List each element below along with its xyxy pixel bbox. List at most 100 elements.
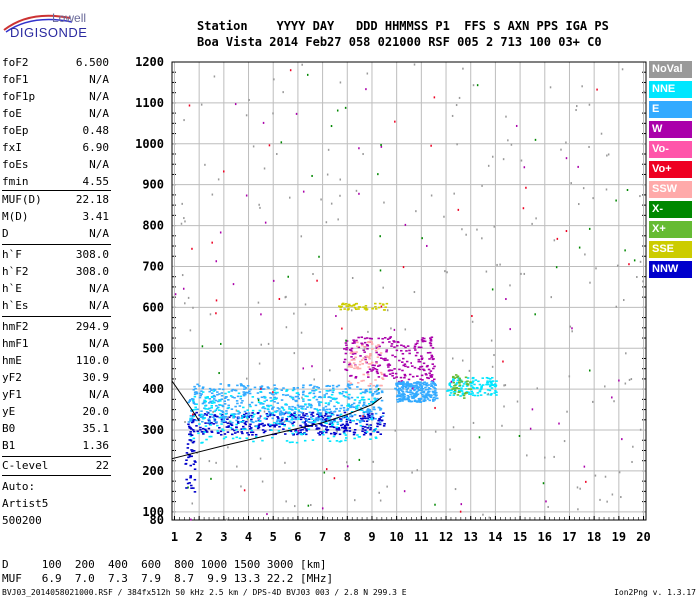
echo-point	[633, 259, 636, 262]
echo-point	[422, 337, 426, 340]
echo-point	[236, 465, 238, 468]
echo-point	[220, 413, 224, 416]
echo-point	[212, 423, 215, 425]
echo-point	[349, 382, 353, 385]
echo-point	[361, 430, 364, 433]
echo-point	[201, 441, 204, 444]
echo-point	[459, 389, 463, 392]
echo-point	[275, 424, 278, 426]
echo-point	[234, 413, 237, 415]
echo-point	[433, 365, 436, 368]
echo-point	[468, 369, 471, 372]
echo-point	[292, 418, 295, 421]
echo-point	[426, 352, 430, 354]
echo-point	[269, 397, 272, 399]
echo-point	[211, 241, 213, 244]
echo-point	[425, 393, 428, 395]
echo-point	[209, 313, 212, 316]
echo-point	[343, 409, 346, 412]
echo-point	[434, 395, 438, 397]
echo-point	[328, 418, 331, 421]
echo-point	[426, 391, 430, 394]
echo-point	[329, 369, 331, 372]
echo-point	[594, 474, 597, 477]
param-value: 35.1	[82, 422, 110, 435]
echo-point	[449, 385, 453, 388]
echo-point	[377, 173, 379, 176]
echo-point	[301, 412, 305, 414]
x-tick-label: 9	[368, 530, 375, 544]
echo-point	[368, 388, 372, 391]
echo-point	[279, 413, 283, 415]
echo-point	[280, 418, 284, 421]
echo-point	[365, 420, 369, 423]
echo-point	[354, 375, 358, 378]
echo-point	[196, 430, 199, 433]
echo-point	[420, 358, 424, 361]
echo-point	[210, 405, 213, 407]
echo-point	[604, 475, 607, 478]
echo-point	[208, 416, 212, 418]
echo-point	[204, 422, 207, 424]
echo-point	[260, 313, 262, 316]
echo-point	[374, 391, 377, 393]
echo-point	[314, 418, 317, 421]
echo-point	[216, 432, 220, 434]
echo-point	[347, 419, 351, 421]
echo-point	[420, 385, 424, 387]
echo-point	[490, 376, 494, 379]
echo-point	[352, 402, 356, 405]
echo-point	[231, 388, 234, 391]
echo-point	[285, 295, 287, 298]
echo-point	[341, 416, 345, 419]
echo-point	[189, 439, 193, 442]
echo-point	[303, 414, 307, 417]
echo-point	[224, 415, 227, 418]
echo-point	[431, 380, 434, 382]
param-value: 3.41	[82, 210, 110, 223]
echo-point	[192, 437, 196, 440]
echo-point	[491, 384, 495, 386]
echo-point	[624, 382, 627, 385]
echo-point	[339, 424, 343, 427]
echo-point	[354, 365, 357, 367]
echo-point	[353, 429, 357, 431]
echo-point	[289, 421, 293, 424]
echo-point	[338, 410, 341, 412]
param-value: N/A	[89, 299, 109, 312]
echo-point	[448, 384, 452, 387]
echo-point	[249, 423, 252, 426]
echo-point	[213, 415, 216, 417]
echo-point	[413, 389, 416, 392]
echo-point	[345, 347, 349, 349]
echo-point	[301, 421, 305, 423]
echo-point	[189, 475, 193, 477]
echo-point	[353, 306, 357, 309]
echo-point	[320, 198, 322, 201]
echo-point	[327, 390, 330, 392]
echo-point	[469, 388, 473, 390]
echo-point	[428, 388, 432, 390]
echo-point	[469, 382, 472, 384]
echo-point	[350, 396, 354, 399]
echo-point	[224, 392, 227, 395]
echo-point	[288, 441, 292, 444]
echo-point	[393, 346, 396, 348]
echo-point	[289, 430, 293, 433]
file-info: BVJ03_2014058021000.RSF / 384fx512h 50 k…	[2, 588, 407, 597]
echo-point	[476, 387, 479, 389]
echo-point	[272, 398, 276, 401]
echo-point	[257, 426, 261, 429]
echo-point	[238, 411, 242, 414]
echo-point	[365, 337, 369, 339]
echo-point	[495, 394, 498, 396]
echo-point	[346, 409, 349, 411]
echo-point	[405, 384, 408, 387]
echo-point	[306, 424, 309, 427]
echo-point	[262, 121, 265, 124]
echo-point	[350, 351, 353, 354]
echo-point	[372, 400, 375, 403]
echo-point	[428, 395, 432, 397]
echo-point	[331, 425, 334, 428]
echo-point	[294, 395, 298, 398]
